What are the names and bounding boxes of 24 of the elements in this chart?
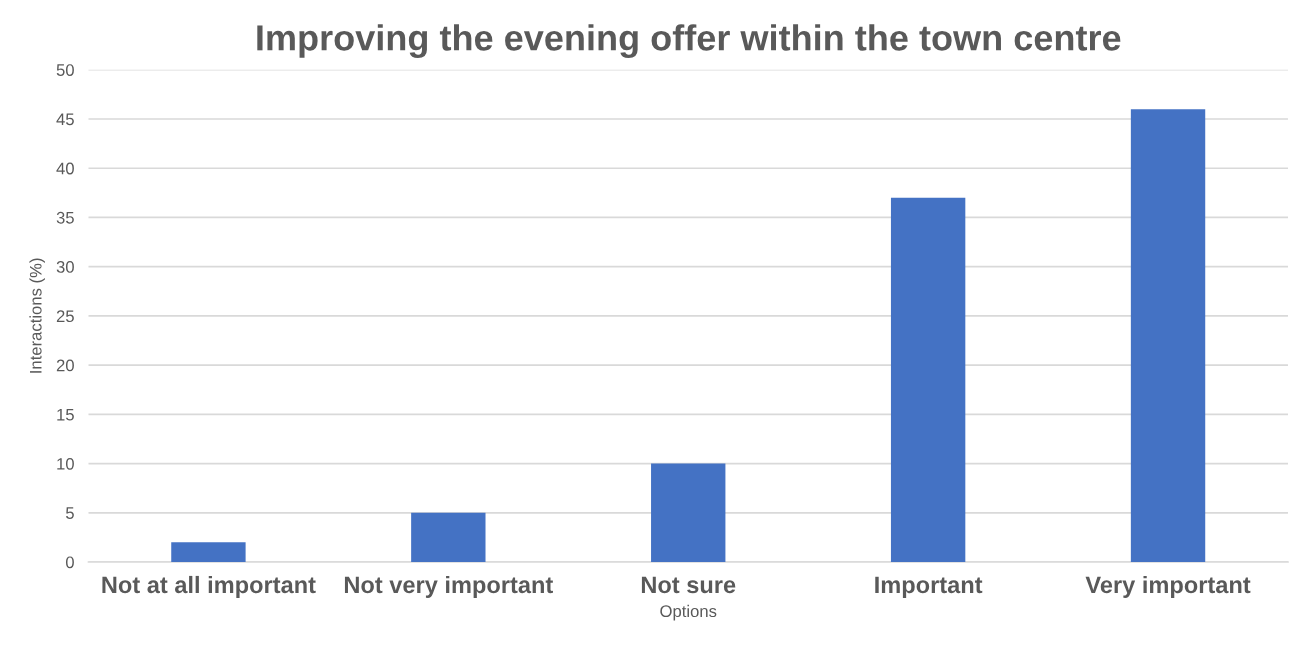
bar (1130, 109, 1206, 563)
x-tick-label: Not at all important (102, 575, 316, 598)
bar (411, 512, 486, 563)
y-tick-label: 50 (56, 64, 74, 76)
x-tick-label: Not sure (641, 576, 736, 594)
y-tick-label: 15 (57, 408, 74, 421)
y-tick-label: 20 (56, 359, 74, 372)
y-tick-label: 45 (56, 113, 74, 126)
y-tick-label: 0 (65, 556, 74, 569)
bar (890, 197, 966, 563)
bar (651, 463, 726, 563)
y-tick-label: 10 (57, 457, 74, 470)
x-tick-label: Important (875, 576, 983, 598)
y-tick-label: 40 (56, 162, 74, 175)
y-axis-title: Interactions (%) (29, 258, 45, 373)
y-tick-label: 35 (56, 211, 74, 224)
chart-title: Improving the evening offer within the town centre (257, 24, 1121, 58)
x-tick-label: Very important (1085, 575, 1251, 598)
y-tick-label: 25 (56, 310, 74, 323)
x-tick-label: Not very important (344, 575, 553, 598)
y-tick-label: 5 (65, 507, 74, 519)
x-axis-title: Options (660, 604, 717, 621)
y-tick-label: 30 (56, 261, 74, 273)
bar (171, 542, 246, 563)
